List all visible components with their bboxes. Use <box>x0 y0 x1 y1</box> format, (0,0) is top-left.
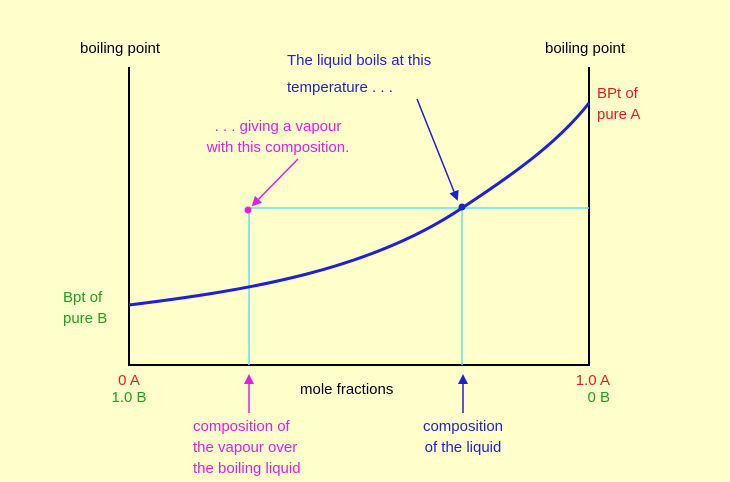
left-tick-a: 0 A <box>118 372 140 389</box>
right-tick-b: 0 B <box>587 389 610 406</box>
vapour-point <box>244 206 252 214</box>
vapour-note-arrow <box>251 158 299 207</box>
right-tick-a: 1.0 A <box>575 372 610 389</box>
liquid-composition-label: composition of the liquid <box>408 416 518 458</box>
bpt-pure-b-line1: Bpt of <box>63 289 103 306</box>
liquid-boils-line1: The liquid boils at this <box>287 52 432 69</box>
liquid-boils-line2: temperature . . . <box>287 79 393 96</box>
liquid-composition-line1: composition <box>422 418 504 435</box>
bpt-pure-a-line2: pure A <box>597 106 641 123</box>
bpt-pure-a-label: BPt of pure A <box>597 83 640 125</box>
left-tick-b: 1.0 B <box>111 389 147 406</box>
vapour-note: . . . giving a vapour with this composit… <box>180 116 376 158</box>
liquid-note-arrow <box>416 98 459 201</box>
bpt-pure-b-label: Bpt of pure B <box>63 287 107 329</box>
vapour-note-line2: with this composition. <box>206 139 350 156</box>
vapour-note-line1: . . . giving a vapour <box>214 118 342 135</box>
bpt-pure-b-line2: pure B <box>63 310 108 327</box>
right-tick-labels: 1.0 A 0 B <box>556 370 610 408</box>
liquid-boils-note: The liquid boils at this temperature . .… <box>287 50 431 98</box>
left-tick-labels: 0 A 1.0 B <box>104 370 154 408</box>
right-axis-label: boiling point <box>545 40 626 57</box>
bpt-pure-a-line1: BPt of <box>597 85 638 102</box>
boiling-point-curve <box>128 102 591 307</box>
vapour-composition-label: composition of the vapour over the boili… <box>193 416 301 479</box>
liquid-point <box>458 203 466 211</box>
x-axis-label: mole fractions <box>300 381 394 398</box>
vapour-composition-line3: the boiling liquid <box>193 460 301 477</box>
liquid-composition-line2: of the liquid <box>424 439 502 456</box>
vapour-composition-line2: the vapour over <box>193 439 298 456</box>
vapour-composition-line1: composition of <box>193 418 290 435</box>
left-axis-label: boiling point <box>80 40 161 57</box>
